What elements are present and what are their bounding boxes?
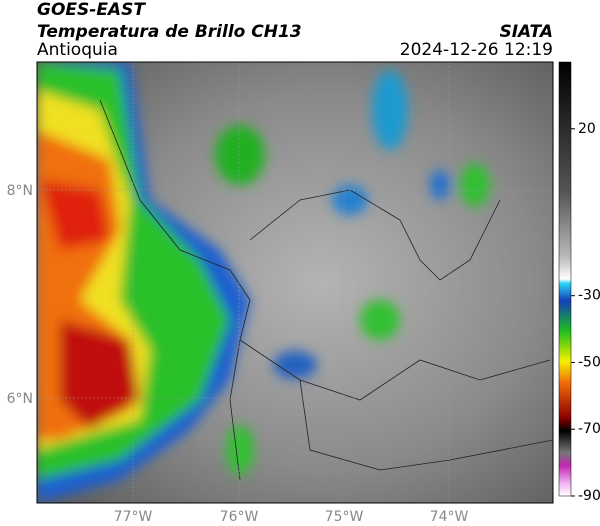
- colorbar-label: 20: [578, 121, 596, 137]
- colorbar: [558, 61, 572, 497]
- map-frame: [36, 61, 554, 504]
- source: SIATA: [499, 22, 553, 42]
- lon-label: 77°W: [114, 509, 153, 525]
- region: Antioquia: [37, 40, 118, 60]
- product: Temperatura de Brillo CH13: [37, 22, 302, 42]
- lon-label: 74°W: [430, 509, 469, 525]
- timestamp: 2024-12-26 12:19: [400, 40, 553, 60]
- lat-label: 8°N: [7, 183, 33, 199]
- satellite: GOES-EAST: [37, 0, 146, 20]
- colorbar-label: -70: [578, 421, 600, 437]
- lon-label: 76°W: [220, 509, 259, 525]
- colorbar-label: -90: [578, 488, 600, 504]
- colorbar-label: -30: [578, 288, 600, 304]
- lat-label: 6°N: [7, 391, 33, 407]
- lon-label: 75°W: [325, 509, 364, 525]
- satellite-image: [37, 62, 553, 503]
- colorbar-label: -50: [578, 354, 600, 370]
